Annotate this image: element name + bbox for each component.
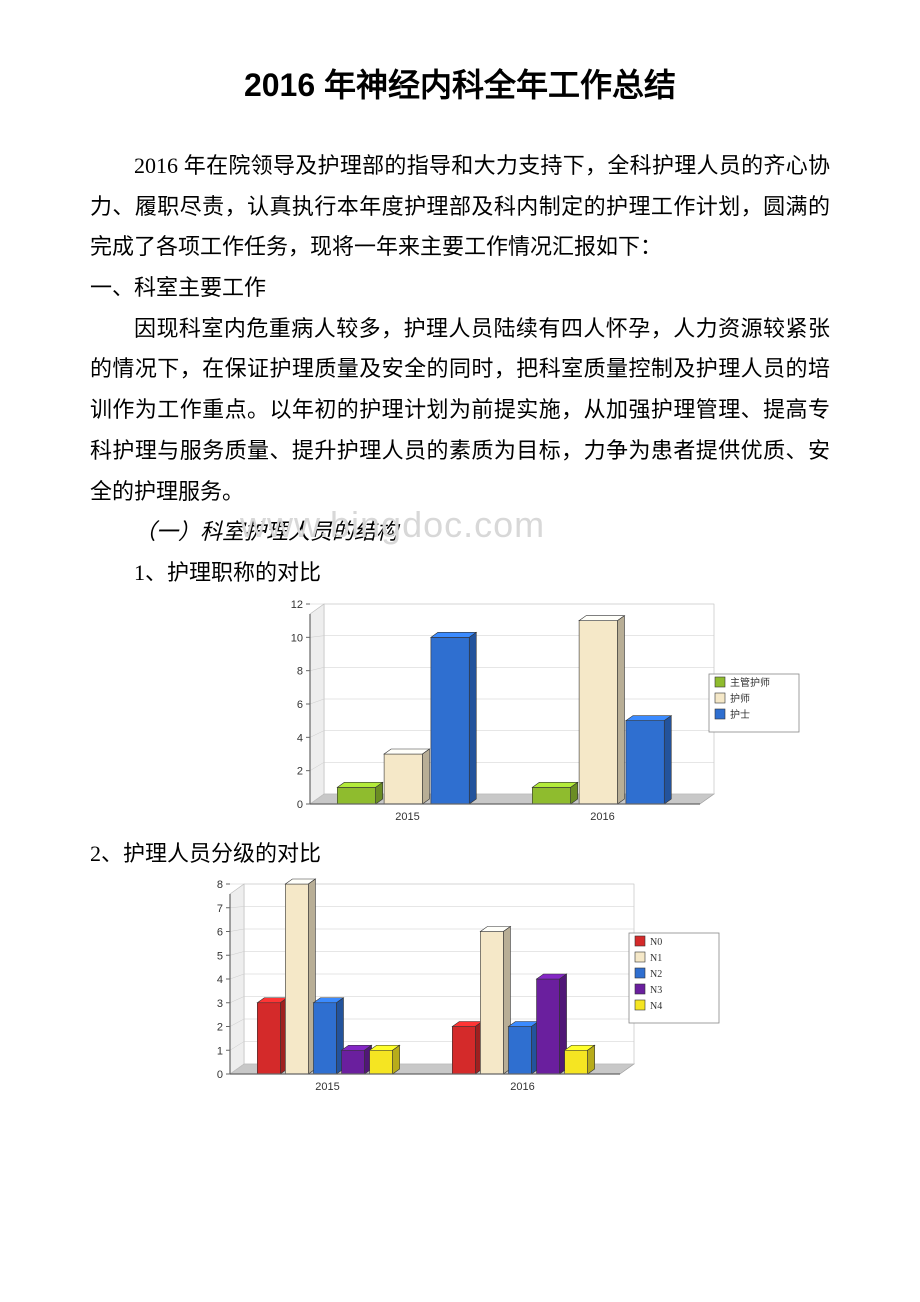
svg-text:4: 4 (297, 732, 303, 744)
intro-paragraph: 2016 年在院领导及护理部的指导和大力支持下，全科护理人员的齐心协力、履职尽责… (90, 146, 830, 268)
svg-text:1: 1 (217, 1046, 223, 1058)
svg-text:0: 0 (217, 1069, 223, 1081)
svg-text:12: 12 (291, 599, 303, 611)
chart-1-container: 0 2 4 6 8 10 12 2015 2016 主管护师护师护士 (270, 594, 830, 834)
svg-text:5: 5 (217, 951, 223, 963)
svg-text:2015: 2015 (395, 811, 419, 823)
svg-text:2: 2 (297, 765, 303, 777)
svg-text:护师: 护师 (730, 692, 750, 705)
chart-1: 0 2 4 6 8 10 12 2015 2016 主管护师护师护士 (270, 594, 810, 834)
section-1-heading: 一、科室主要工作 (90, 268, 830, 309)
svg-text:2016: 2016 (510, 1081, 534, 1093)
svg-text:3: 3 (217, 998, 223, 1010)
svg-text:N1: N1 (650, 953, 662, 964)
svg-text:8: 8 (217, 879, 223, 891)
svg-text:8: 8 (297, 665, 303, 677)
svg-text:护士: 护士 (730, 708, 750, 721)
chart-2-container: 0 1 2 3 4 5 6 7 8 2015 2016 N0 N1 N2 N3 N4 (190, 874, 830, 1104)
svg-text:N0: N0 (650, 937, 662, 948)
svg-text:4: 4 (217, 974, 223, 986)
page-title: 2016 年神经内科全年工作总结 (90, 60, 830, 106)
svg-text:N3: N3 (650, 985, 662, 996)
document-page: 2016 年神经内科全年工作总结 2016 年在院领导及护理部的指导和大力支持下… (0, 0, 920, 1144)
svg-text:N4: N4 (650, 1001, 662, 1012)
svg-text:主管护师: 主管护师 (730, 676, 770, 689)
chart1-caption: 1、护理职称的对比 (90, 553, 830, 594)
svg-text:N2: N2 (650, 969, 662, 980)
svg-text:6: 6 (217, 927, 223, 939)
svg-text:2015: 2015 (315, 1081, 339, 1093)
svg-text:6: 6 (297, 699, 303, 711)
svg-text:10: 10 (291, 632, 303, 644)
chart2-caption: 2、护理人员分级的对比 (90, 834, 830, 875)
chart-2: 0 1 2 3 4 5 6 7 8 2015 2016 N0 N1 N2 N3 N4 (190, 874, 730, 1104)
svg-text:2016: 2016 (590, 811, 614, 823)
subsection-1-heading: （一）科室护理人员的结构 (90, 512, 830, 553)
svg-text:2: 2 (217, 1022, 223, 1034)
section-1-body: 因现科室内危重病人较多，护理人员陆续有四人怀孕，人力资源较紧张的情况下，在保证护… (90, 309, 830, 512)
svg-text:0: 0 (297, 799, 303, 811)
svg-text:7: 7 (217, 903, 223, 915)
